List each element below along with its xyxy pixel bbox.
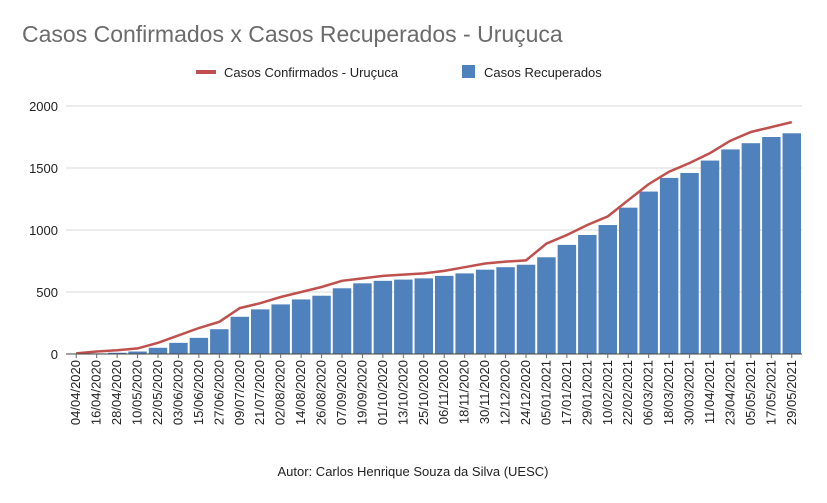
bar-recuperados: [537, 257, 556, 354]
x-tick-label: 01/10/2020: [375, 360, 390, 425]
x-tick-label: 29/05/2021: [784, 360, 799, 425]
legend: Casos Confirmados - Uruçuca Casos Recupe…: [196, 65, 602, 80]
x-axis-ticks: 04/04/2020 16/04/2020 28/04/2020 10/05/2020…: [68, 354, 799, 425]
bar-recuperados: [762, 137, 781, 354]
bar-recuperados: [435, 275, 454, 354]
x-tick-label: 30/03/2021: [682, 360, 697, 425]
x-tick-label: 22/02/2021: [620, 360, 635, 425]
bar-recuperados: [210, 329, 229, 354]
legend-bar-swatch: [462, 65, 475, 78]
x-tick-label: 10/02/2021: [600, 360, 615, 425]
x-tick-label: 18/03/2021: [661, 360, 676, 425]
bar-recuperados: [659, 177, 679, 354]
x-tick-label: 06/03/2021: [641, 360, 656, 425]
bar-recuperados: [578, 234, 597, 354]
x-tick-label: 06/11/2020: [436, 360, 451, 424]
x-tick-label: 07/09/2020: [334, 360, 349, 425]
chart-title: Casos Confirmados x Casos Recuperados - …: [22, 21, 563, 47]
y-tick-label: 500: [36, 285, 58, 300]
bar-recuperados: [107, 352, 127, 354]
y-axis-ticks: 0 500 1000 1500 2000: [29, 99, 58, 362]
bar-recuperados: [353, 283, 372, 354]
x-tick-label: 23/04/2021: [722, 360, 737, 425]
bar-recuperados: [721, 149, 740, 354]
bar-recuperados: [251, 309, 270, 354]
bar-recuperados: [557, 244, 577, 354]
y-tick-label: 0: [51, 347, 58, 362]
bar-recuperados: [373, 280, 393, 354]
bar-recuperados: [598, 225, 617, 354]
x-tick-label: 17/01/2021: [559, 360, 574, 425]
y-tick-label: 1000: [29, 223, 58, 238]
bar-recuperados: [741, 143, 761, 354]
bar-recuperados: [332, 288, 352, 354]
x-tick-label: 22/05/2020: [150, 360, 165, 425]
x-tick-label: 11/04/2021: [702, 360, 717, 424]
legend-line-swatch: [196, 70, 216, 74]
x-tick-label: 27/06/2020: [211, 360, 226, 425]
bar-recuperados: [169, 342, 188, 354]
bar-recuperados: [148, 347, 168, 354]
x-tick-label: 15/06/2020: [191, 360, 206, 425]
gridlines: [66, 105, 802, 293]
x-tick-label: 21/07/2020: [252, 360, 267, 425]
x-tick-label: 16/04/2020: [89, 360, 104, 425]
bar-recuperados: [291, 299, 311, 354]
bar-recuperados: [516, 264, 536, 354]
x-tick-label: 09/07/2020: [232, 360, 247, 425]
x-tick-label: 10/05/2020: [130, 360, 145, 425]
x-tick-label: 05/01/2021: [538, 360, 553, 425]
x-tick-label: 26/08/2020: [314, 360, 329, 425]
bar-recuperados: [496, 267, 515, 354]
bar-recuperados: [128, 351, 147, 354]
bar-recuperados: [455, 273, 474, 354]
bar-recuperados: [230, 316, 249, 354]
legend-label-recuperados: Casos Recuperados: [484, 65, 602, 80]
y-tick-label: 2000: [29, 99, 58, 114]
bar-recuperados: [619, 207, 638, 354]
y-tick-label: 1500: [29, 161, 58, 176]
x-tick-label: 29/01/2021: [579, 360, 594, 425]
bar-recuperados: [475, 269, 495, 354]
bar-recuperados: [312, 295, 331, 354]
x-tick-label: 04/04/2020: [68, 360, 83, 425]
bar-recuperados: [414, 278, 433, 354]
bar-recuperados: [639, 191, 658, 354]
x-tick-label: 05/05/2021: [743, 360, 758, 425]
x-tick-label: 25/10/2020: [416, 360, 431, 425]
bars-series: [87, 133, 801, 354]
bar-recuperados: [782, 133, 801, 354]
x-tick-label: 02/08/2020: [273, 360, 288, 425]
bar-recuperados: [700, 160, 720, 354]
author-caption: Autor: Carlos Henrique Souza da Silva (U…: [278, 464, 549, 479]
x-tick-label: 13/10/2020: [395, 360, 410, 425]
x-tick-label: 24/12/2020: [518, 360, 533, 425]
legend-label-confirmados: Casos Confirmados - Uruçuca: [224, 65, 399, 80]
confirmed-line: [76, 120, 793, 355]
x-tick-label: 17/05/2021: [763, 360, 778, 425]
x-tick-label: 03/06/2020: [170, 360, 185, 425]
x-tick-label: 12/12/2020: [498, 360, 513, 425]
bar-recuperados: [189, 337, 209, 354]
x-tick-label: 28/04/2020: [109, 360, 124, 425]
x-tick-label: 18/11/2020: [457, 360, 472, 424]
bar-recuperados: [271, 304, 290, 354]
bar-recuperados: [680, 172, 699, 354]
x-tick-label: 19/09/2020: [354, 360, 369, 425]
x-tick-label: 14/08/2020: [293, 360, 308, 425]
x-tick-label: 30/11/2020: [477, 360, 492, 424]
bar-recuperados: [394, 279, 413, 354]
